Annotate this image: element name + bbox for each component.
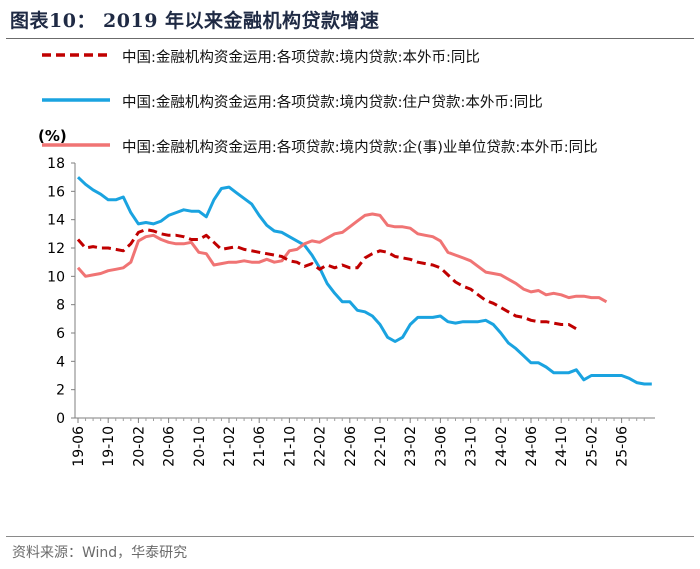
x-tick-label: 21-10: [282, 426, 298, 467]
figure-title: 图表10： 2019 年以来金融机构贷款增速: [10, 10, 380, 32]
legend-label-total-loans: 中国:金融机构资金运用:各项贷款:境内贷款:本外币:同比: [122, 50, 480, 66]
x-tick-label: 23-02: [403, 426, 419, 467]
x-tick-label: 24-02: [494, 426, 510, 467]
x-tick-label: 22-10: [373, 426, 389, 467]
x-tick-label: 22-06: [343, 426, 359, 467]
x-tick-label: 23-06: [433, 426, 449, 467]
y-tick-label: 2: [56, 383, 65, 399]
y-tick-label: 4: [56, 354, 65, 370]
y-tick-label: 14: [47, 213, 65, 229]
chart-axes: 0 2 4 6 8 10 12 14 16 18 19-06 19-10 20-02 20-06 20-10…: [47, 156, 655, 467]
x-tick-label: 21-02: [222, 426, 238, 467]
y-tick-label: 6: [56, 326, 65, 342]
y-tick-label: 0: [56, 411, 65, 427]
x-tick-label: 20-06: [162, 426, 178, 467]
x-tick-label: 24-10: [554, 426, 570, 467]
y-axis-unit-label: (%): [38, 127, 67, 145]
legend-label-corporate-loans: 中国:金融机构资金运用:各项贷款:境内贷款:企(事)业单位贷款:本外币:同比: [122, 140, 598, 156]
legend-swatch-total-loans: [42, 53, 110, 57]
x-tick-label: 22-02: [313, 426, 329, 467]
legend-item-household-loans: 中国:金融机构资金运用:各项贷款:境内贷款:住户贷款:本外币:同比: [40, 91, 682, 115]
y-tick-label: 18: [47, 156, 65, 172]
x-tick-label: 20-02: [131, 426, 147, 467]
legend-label-household-loans: 中国:金融机构资金运用:各项贷款:境内贷款:住户贷款:本外币:同比: [122, 95, 543, 111]
x-tick-label: 25-02: [584, 426, 600, 467]
legend-item-total-loans: 中国:金融机构资金运用:各项贷款:境内贷款:本外币:同比: [40, 46, 682, 70]
source-divider: [6, 536, 694, 537]
source-note: 资料来源：Wind，华泰研究: [12, 545, 188, 561]
y-tick-label: 12: [47, 241, 65, 257]
x-tick-label: 19-06: [71, 426, 87, 467]
x-tick-label: 23-10: [464, 426, 480, 467]
legend-swatch-household-loans: [42, 98, 110, 102]
series-total-loans-line: [76, 228, 578, 331]
y-tick-label: 16: [47, 184, 65, 200]
x-tick-label: 19-10: [101, 426, 117, 467]
x-tick-label: 21-06: [252, 426, 268, 467]
series-household-loans-line: [76, 176, 652, 386]
x-tick-label: 25-06: [615, 426, 631, 467]
chart-series: [76, 176, 652, 386]
legend-swatch-corporate-loans: [42, 143, 110, 147]
y-tick-label: 8: [56, 298, 65, 314]
y-tick-label: 10: [47, 269, 65, 285]
series-corporate-loans-line: [76, 212, 608, 304]
title-divider: [6, 38, 694, 39]
legend-item-corporate-loans: 中国:金融机构资金运用:各项贷款:境内贷款:企(事)业单位贷款:本外币:同比: [40, 136, 622, 160]
x-tick-label: 20-10: [192, 426, 208, 467]
x-tick-label: 24-06: [524, 426, 540, 467]
